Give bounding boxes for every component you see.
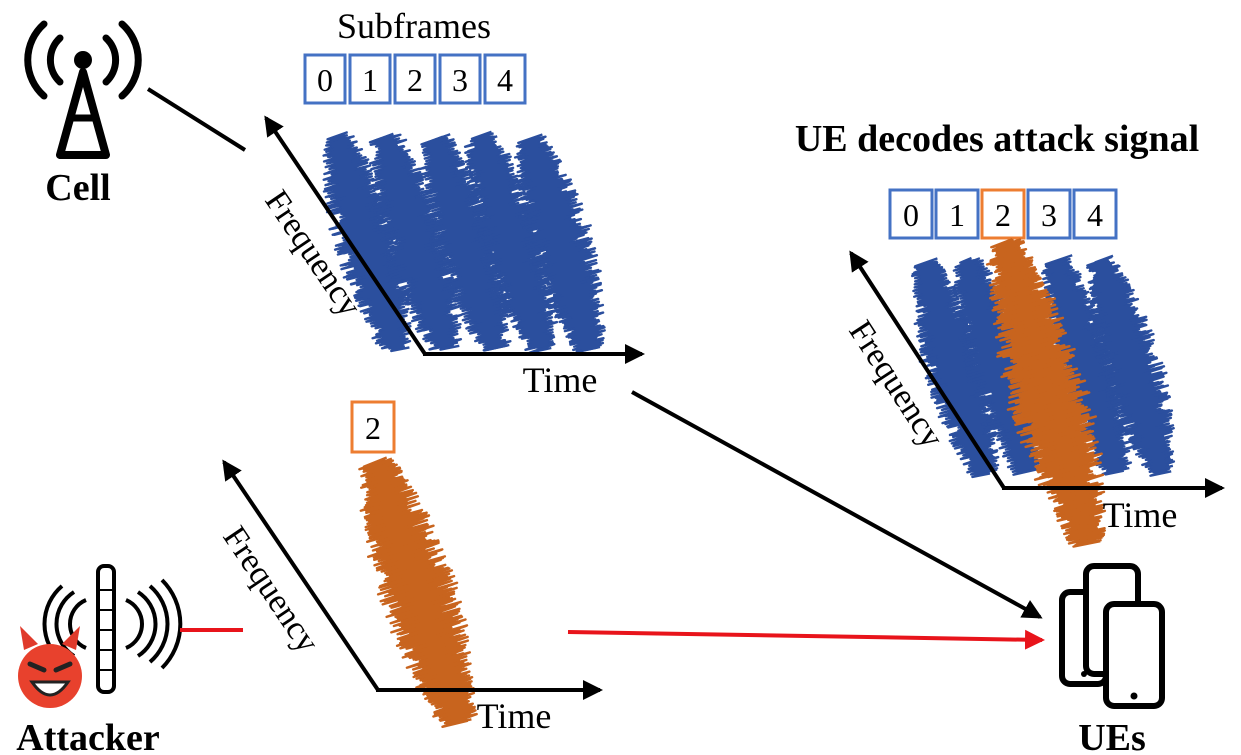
cell-label: Cell — [45, 167, 110, 209]
subframe-box-4 — [483, 53, 527, 105]
subframe-label-1: 1 — [362, 62, 378, 98]
subframe-box-1 — [348, 53, 392, 105]
cell-to-ues-arrow — [631, 390, 1043, 619]
subframe-label-4: 4 — [497, 62, 513, 98]
decoded-band-0 — [912, 257, 999, 476]
legit-band-3 — [467, 132, 556, 351]
ues-label: UEs — [1078, 717, 1146, 755]
legit-band-0 — [322, 136, 412, 353]
decoded-subframe-box-1 — [934, 188, 980, 240]
attack-frequency-axis — [222, 459, 380, 692]
decoded-signal-waves — [911, 237, 1176, 548]
devil-face-icon — [18, 626, 82, 708]
decoded-subframe-boxes: 0 1 2 3 4 — [888, 188, 1118, 240]
decoded-subframe-box-4 — [1072, 188, 1118, 240]
decoded-heading: UE decodes attack signal — [795, 118, 1199, 160]
legit-time-label: Time — [523, 360, 598, 400]
subframe-label-3: 3 — [452, 62, 468, 98]
attack-subframe-box — [350, 400, 396, 454]
legit-band-2 — [418, 135, 509, 352]
attack-signal-waves — [358, 456, 478, 728]
legit-signal-graph: Subframes 0 1 2 3 4 Frequency Time — [257, 6, 645, 400]
legit-frequency-axis — [264, 115, 427, 356]
decoded-subframe-label-0: 0 — [903, 197, 919, 233]
decoded-band-1 — [952, 256, 1039, 473]
legit-band-4 — [516, 136, 606, 354]
attack-band-0 — [362, 456, 476, 725]
decoded-signal-graph: UE decodes attack signal 0 1 2 3 4 Frequ… — [795, 118, 1225, 548]
subframe-label-0: 0 — [317, 62, 333, 98]
subframe-box-2 — [393, 53, 437, 105]
subframe-box-3 — [438, 53, 482, 105]
subframe-box-0 — [303, 53, 347, 105]
cell-tower-icon — [24, 20, 142, 159]
decoded-subframe-label-1: 1 — [949, 197, 965, 233]
decoded-frequency-axis — [849, 250, 1006, 490]
decoded-subframe-box-0 — [888, 188, 934, 240]
smartphones-icon — [1059, 563, 1165, 709]
decoded-subframe-label-4: 4 — [1087, 197, 1103, 233]
decoded-band-3 — [1086, 254, 1174, 472]
legit-subframe-boxes: 0 1 2 3 4 — [303, 53, 527, 105]
cell-link-line — [146, 87, 247, 152]
attack-to-ues-arrow — [567, 629, 1045, 650]
decoded-subframe-box-3 — [1026, 188, 1072, 240]
attack-time-label: Time — [477, 696, 552, 736]
decoded-attack-band-0 — [992, 237, 1106, 547]
legit-band-1 — [369, 132, 459, 349]
decoded-subframe-box-2 — [980, 188, 1026, 240]
subframe-label-2: 2 — [407, 62, 423, 98]
decoded-subframe-label-2: 2 — [995, 197, 1011, 233]
decoded-time-label: Time — [1103, 495, 1178, 535]
attacker-label: Attacker — [16, 717, 160, 755]
legit-band-3 — [463, 130, 555, 347]
decoded-subframe-label-3: 3 — [1041, 197, 1057, 233]
subframes-heading: Subframes — [337, 6, 491, 46]
attack-band-0 — [361, 458, 478, 728]
legit-signal-waves — [322, 130, 606, 354]
attack-signal-graph: 2 Frequency Time — [215, 400, 603, 736]
decoded-attack-band-0 — [989, 237, 1107, 544]
attack-subframe-label: 2 — [365, 410, 381, 446]
